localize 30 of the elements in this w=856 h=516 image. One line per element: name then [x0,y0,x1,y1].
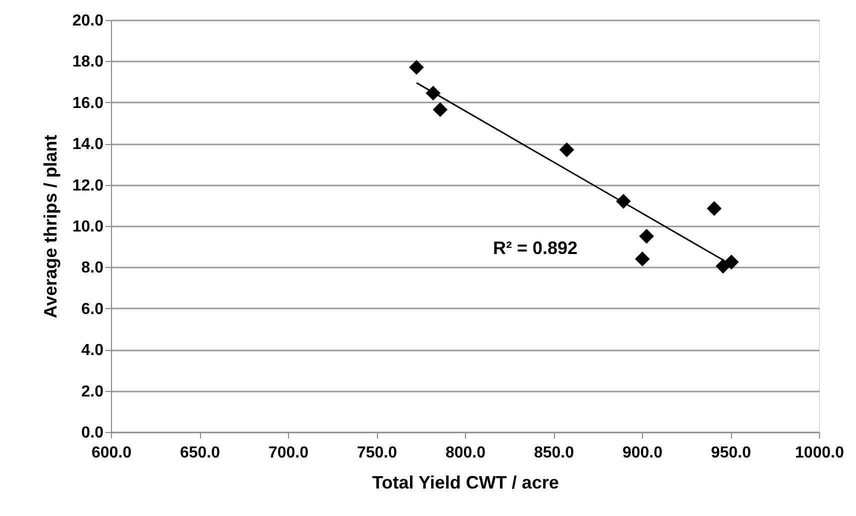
y-tick-label: 4.0 [81,342,104,360]
y-tick-label: 20.0 [72,12,104,30]
point [724,254,739,270]
x-tick-label: 800.0 [445,444,486,462]
x-tick-label: 950.0 [710,444,752,462]
x-tick-label: 600.0 [91,444,132,462]
y-tick-label: 8.0 [81,260,104,277]
x-tick-label: 750.0 [356,444,398,462]
point [559,142,574,158]
y-tick-label: 2.0 [81,383,104,400]
x-tick-label: 850.0 [534,444,574,462]
point [706,201,722,216]
y-tick-label: 10.0 [72,218,104,236]
point [639,228,654,244]
y-tick-label: 18.0 [72,54,104,71]
y-tick-label: 14.0 [72,136,104,154]
point [634,252,650,266]
x-axis-title: Total Yield CWT / acre [372,472,559,492]
x-tick-label: 1000.0 [795,444,844,462]
x-tick-label: 700.0 [268,444,309,462]
point [432,102,448,118]
x-tick-label: 650.0 [180,444,220,462]
y-tick-label: 6.0 [81,300,104,318]
point [409,60,424,75]
y-tick-label: 0.0 [81,424,104,442]
x-tick-label: 900.0 [622,444,663,462]
y-axis-title: Average thrips / plant [40,134,60,318]
annotation: R² = 0.892 [493,238,578,258]
y-tick-label: 16.0 [72,94,104,112]
y-tick-label: 12.0 [72,177,104,194]
